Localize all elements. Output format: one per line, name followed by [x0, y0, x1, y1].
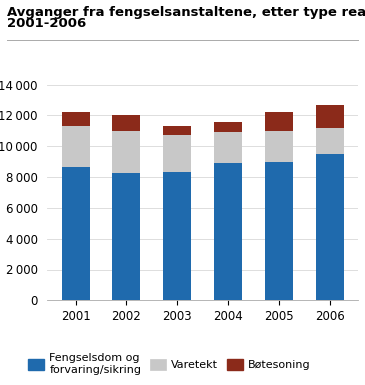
Text: 2001-2006: 2001-2006	[7, 17, 87, 30]
Bar	[214, 132, 242, 163]
Legend: Fengselsdom og
forvaring/sikring, Varetekt, Bøtesoning: Fengselsdom og forvaring/sikring, Varete…	[28, 353, 311, 375]
Bar	[265, 162, 293, 300]
Bar	[112, 131, 140, 173]
Bar	[62, 126, 89, 167]
Bar	[62, 112, 89, 126]
Bar	[112, 116, 140, 131]
Bar	[163, 135, 191, 172]
Bar	[112, 173, 140, 300]
Bar	[214, 122, 242, 132]
Bar	[163, 126, 191, 135]
Text: Avganger fra fengselsanstaltene, etter type reaksjon.: Avganger fra fengselsanstaltene, etter t…	[7, 6, 365, 19]
Bar	[265, 112, 293, 131]
Bar	[214, 163, 242, 300]
Bar	[62, 167, 89, 300]
Bar	[316, 128, 343, 154]
Bar	[316, 154, 343, 300]
Bar	[265, 131, 293, 162]
Bar	[316, 105, 343, 128]
Bar	[163, 172, 191, 300]
